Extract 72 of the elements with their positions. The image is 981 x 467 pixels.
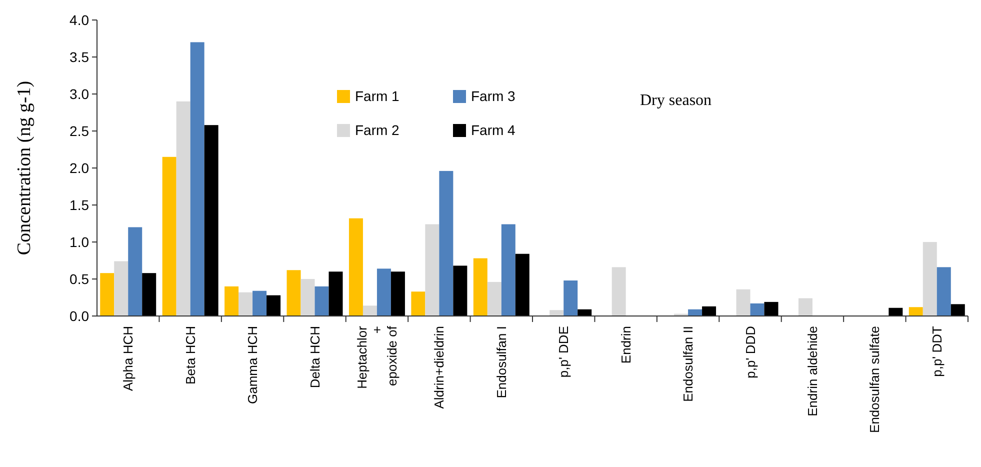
x-tick-label: Delta HCH <box>307 326 322 388</box>
bar <box>702 306 716 316</box>
bar <box>328 272 343 316</box>
bar <box>314 286 329 316</box>
bar <box>286 270 301 316</box>
legend-label: Farm 2 <box>355 122 400 138</box>
bar <box>224 286 239 316</box>
bar <box>688 309 702 316</box>
bar <box>238 292 253 316</box>
bar <box>515 254 530 316</box>
x-tick-label: Endosulfan sulfate <box>867 326 882 433</box>
y-tick-label: 1.0 <box>70 234 90 250</box>
bar <box>390 272 405 316</box>
bar <box>266 295 281 316</box>
bar <box>300 279 315 316</box>
bar <box>612 267 626 316</box>
legend-label: Farm 1 <box>355 88 400 104</box>
bar <box>564 280 578 316</box>
bar <box>736 289 750 316</box>
bar <box>252 290 267 316</box>
bar <box>501 224 516 316</box>
bar <box>425 224 440 316</box>
y-tick-label: 2.5 <box>70 122 90 139</box>
y-axis-title: Concentration (ng g-1) <box>14 80 35 256</box>
bar <box>362 306 377 316</box>
bar <box>376 268 391 316</box>
bar <box>550 310 564 316</box>
bar <box>487 282 502 316</box>
bar <box>453 266 468 316</box>
x-tick-label: p,p' DDD <box>742 326 758 378</box>
bar <box>411 292 426 316</box>
annotation: Dry season <box>640 92 712 109</box>
x-tick-label: Alpha HCH <box>120 326 136 392</box>
bar <box>162 156 176 316</box>
bar <box>348 218 363 316</box>
y-tick-label: 4.0 <box>70 12 90 28</box>
y-tick-label: 0.5 <box>70 270 90 287</box>
legend-label: Farm 3 <box>471 88 516 104</box>
bar <box>190 42 204 316</box>
y-tick-label: 2.0 <box>70 160 90 176</box>
bar <box>100 273 114 316</box>
x-tick-label: Beta HCH <box>182 326 198 385</box>
bar <box>439 170 454 316</box>
legend-label: Farm 4 <box>471 122 516 138</box>
y-tick-label: 3.0 <box>70 86 90 102</box>
x-tick-label: Aldrin+dieldrin <box>432 326 447 409</box>
bar <box>798 298 812 316</box>
bar <box>578 309 592 316</box>
x-tick-label: Endosulfan II <box>680 326 696 402</box>
bar <box>142 273 156 316</box>
x-tick-label: Heptachlor + epoxide of <box>354 325 400 389</box>
y-tick-label: 3.5 <box>70 48 90 65</box>
bar <box>950 304 965 316</box>
x-tick-label: Endrin aldehide <box>805 326 820 416</box>
bar <box>176 101 190 316</box>
bar <box>908 307 923 316</box>
bar <box>922 242 937 316</box>
x-tick-label: Endrin <box>618 326 634 364</box>
bar <box>764 302 778 316</box>
y-tick-label: 1.5 <box>70 196 90 213</box>
bar <box>888 308 903 316</box>
x-tick-label: p,p' DDE <box>556 326 572 378</box>
bar <box>473 258 488 316</box>
x-tick-label: Gamma HCH <box>245 326 260 404</box>
bar <box>204 125 218 316</box>
x-tick-label: Endosulfan I <box>494 326 509 398</box>
bar <box>936 267 951 316</box>
bar <box>114 261 128 316</box>
bar <box>750 303 764 316</box>
y-tick-label: 0.0 <box>70 308 90 324</box>
bar <box>128 227 142 316</box>
x-tick-label: p,p' DDT <box>929 326 944 377</box>
